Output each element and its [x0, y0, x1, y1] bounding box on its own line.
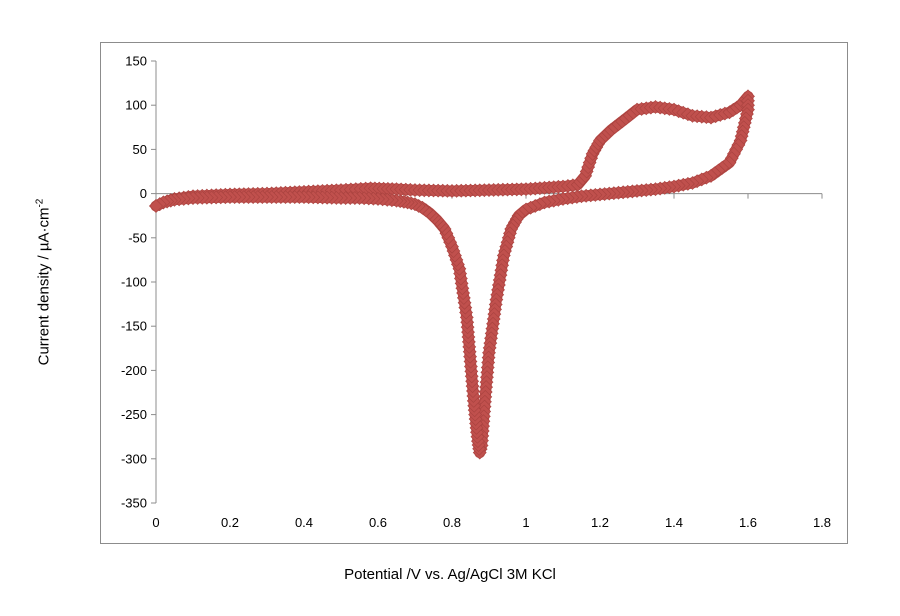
y-tick-label: -350	[121, 496, 147, 511]
y-tick-label: 100	[125, 98, 147, 113]
x-tick-label: 1	[522, 515, 529, 530]
cv-plot: 150 100 50 0 -50 -100 -150 -200 -250 -300 -350 0 0.2…	[121, 54, 831, 531]
y-axis-label: Current density / µA·cm-2	[34, 198, 53, 366]
x-tick-label: 1.4	[665, 515, 683, 530]
x-tick-label: 0.4	[295, 515, 313, 530]
y-tick-label: -100	[121, 275, 147, 290]
y-tick-label: 0	[140, 186, 147, 201]
x-tick-label: 0	[152, 515, 159, 530]
y-tick-label: -150	[121, 319, 147, 334]
x-tick-label: 1.8	[813, 515, 831, 530]
x-tick-label: 1.6	[739, 515, 757, 530]
y-tick-label: -250	[121, 407, 147, 422]
x-tick-label: 1.2	[591, 515, 609, 530]
x-axis-label: Potential /V vs. Ag/AgCl 3M KCl	[344, 566, 556, 583]
x-tick-label: 0.8	[443, 515, 461, 530]
y-tick-label: -300	[121, 451, 147, 466]
data-point-diamond	[149, 199, 163, 213]
y-tick-label: -50	[128, 230, 147, 245]
chart-frame: 150 100 50 0 -50 -100 -150 -200 -250 -300 -350 0 0.2…	[100, 42, 848, 544]
series-trace	[150, 90, 754, 459]
y-tick-label: -200	[121, 363, 147, 378]
y-axis-label-text: Current density / µA·cm	[35, 207, 53, 366]
y-tick-label: 50	[133, 142, 147, 157]
x-tick-label: 0.2	[221, 515, 239, 530]
x-tick-label: 0.6	[369, 515, 387, 530]
y-tick-label: 150	[125, 54, 147, 69]
y-axis-label-superscript: -2	[34, 198, 46, 208]
